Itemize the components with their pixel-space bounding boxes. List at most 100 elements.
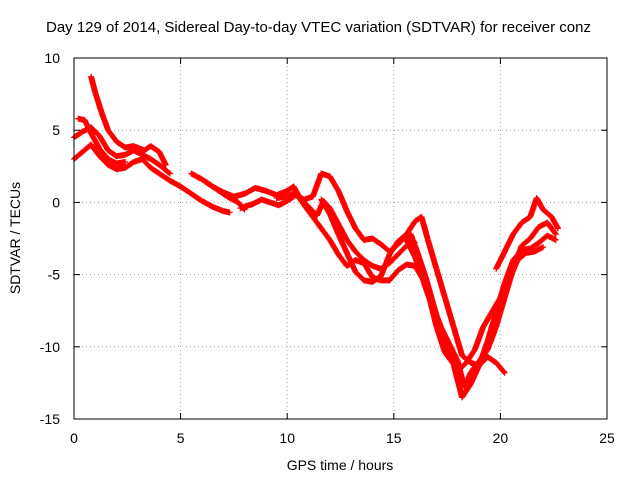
- marker-trail: [418, 215, 431, 242]
- plot-frame: [73, 57, 608, 420]
- marker-trail: [497, 278, 512, 300]
- marker-trail: [225, 194, 241, 205]
- series-track-2: [71, 124, 173, 177]
- marker-trail: [335, 232, 350, 255]
- marker-trail: [425, 238, 440, 271]
- marker-trail: [327, 212, 341, 237]
- marker-trail: [549, 214, 561, 231]
- y-tick-label: 5: [52, 122, 60, 138]
- series-track-9: [318, 196, 508, 376]
- marker-trail: [318, 197, 333, 216]
- x-tick-label: 10: [279, 430, 295, 446]
- marker-trail: [99, 111, 111, 133]
- marker-trail: [361, 257, 375, 269]
- marker-trail: [157, 171, 172, 184]
- marker-trail: [336, 252, 350, 268]
- marker-trail: [335, 222, 350, 242]
- marker-trail: [459, 382, 473, 400]
- marker-trail: [485, 354, 499, 365]
- marker-trail: [387, 252, 401, 266]
- series-track-13: [493, 195, 561, 272]
- x-axis: 0 5 10 15 20 25: [70, 58, 615, 446]
- marker-trail: [156, 149, 169, 167]
- marker-trail: [502, 232, 516, 254]
- marker-trail: [519, 214, 533, 225]
- marker-trail: [463, 347, 478, 365]
- data-point: [162, 161, 169, 168]
- marker-trail: [395, 243, 409, 257]
- marker-trail: [387, 239, 401, 257]
- data-point: [501, 369, 508, 376]
- marker-trail: [189, 191, 204, 204]
- marker-trail: [423, 275, 440, 317]
- marker-trail: [199, 198, 215, 210]
- marker-trail: [481, 310, 495, 329]
- marker-trail: [327, 238, 341, 257]
- marker-trail: [468, 363, 482, 387]
- marker-trail: [433, 324, 448, 355]
- marker-trail: [214, 187, 230, 199]
- marker-trail: [71, 129, 85, 140]
- marker-trail: [444, 342, 461, 374]
- marker-trail: [123, 159, 136, 171]
- marker-trail: [71, 149, 85, 162]
- marker-trail: [327, 174, 341, 193]
- marker-trail: [493, 249, 508, 271]
- marker-trail: [97, 146, 111, 162]
- marker-trail: [545, 220, 559, 237]
- marker-trail: [88, 142, 102, 159]
- marker-trail: [510, 220, 524, 237]
- marker-trail: [353, 249, 367, 263]
- marker-trail: [370, 273, 384, 285]
- marker-trail: [485, 324, 499, 352]
- marker-trail: [370, 236, 384, 247]
- marker-trail: [148, 156, 162, 168]
- marker-trail: [461, 370, 474, 390]
- y-axis: 10 5 0 -5 -10 -15: [40, 50, 607, 427]
- marker-trail: [455, 360, 469, 374]
- y-axis-label: SDTVAR / TECUs: [7, 182, 23, 294]
- marker-trail: [515, 250, 529, 263]
- series-track-4: [88, 73, 169, 168]
- x-tick-label: 20: [493, 430, 509, 446]
- data-point: [552, 231, 559, 238]
- marker-trail: [506, 258, 520, 283]
- marker-trail: [314, 171, 324, 187]
- marker-trail: [178, 184, 194, 197]
- marker-trail: [344, 237, 358, 254]
- marker-trail: [88, 125, 102, 139]
- series-track-3: [75, 115, 129, 167]
- marker-trail: [540, 207, 554, 220]
- y-tick-label: -15: [40, 411, 60, 427]
- marker-trail: [302, 203, 316, 219]
- marker-trail: [484, 310, 499, 343]
- y-tick-label: 10: [44, 50, 60, 66]
- marker-trail: [310, 214, 324, 231]
- marker-trail: [528, 240, 541, 251]
- marker-trail: [476, 339, 491, 368]
- marker-trail: [534, 196, 546, 212]
- data-point: [122, 158, 129, 165]
- marker-trail: [353, 226, 367, 242]
- y-tick-label: -10: [40, 339, 60, 355]
- data-point: [226, 209, 233, 216]
- marker-trail: [157, 162, 173, 176]
- marker-trail: [105, 128, 119, 144]
- marker-trail: [242, 185, 258, 197]
- marker-trail: [412, 243, 429, 280]
- marker-trail: [395, 231, 409, 244]
- marker-trail: [528, 224, 542, 241]
- marker-trail: [82, 118, 94, 136]
- grid: [74, 58, 607, 419]
- x-tick-label: 5: [177, 430, 185, 446]
- marker-trail: [88, 131, 103, 151]
- marker-trail: [387, 268, 401, 283]
- marker-trail: [97, 134, 111, 153]
- marker-trail: [293, 190, 307, 208]
- marker-trail: [450, 324, 465, 358]
- marker-trail: [493, 295, 508, 329]
- marker-trail: [519, 236, 533, 248]
- x-tick-label: 0: [70, 430, 78, 446]
- marker-trail: [489, 295, 503, 315]
